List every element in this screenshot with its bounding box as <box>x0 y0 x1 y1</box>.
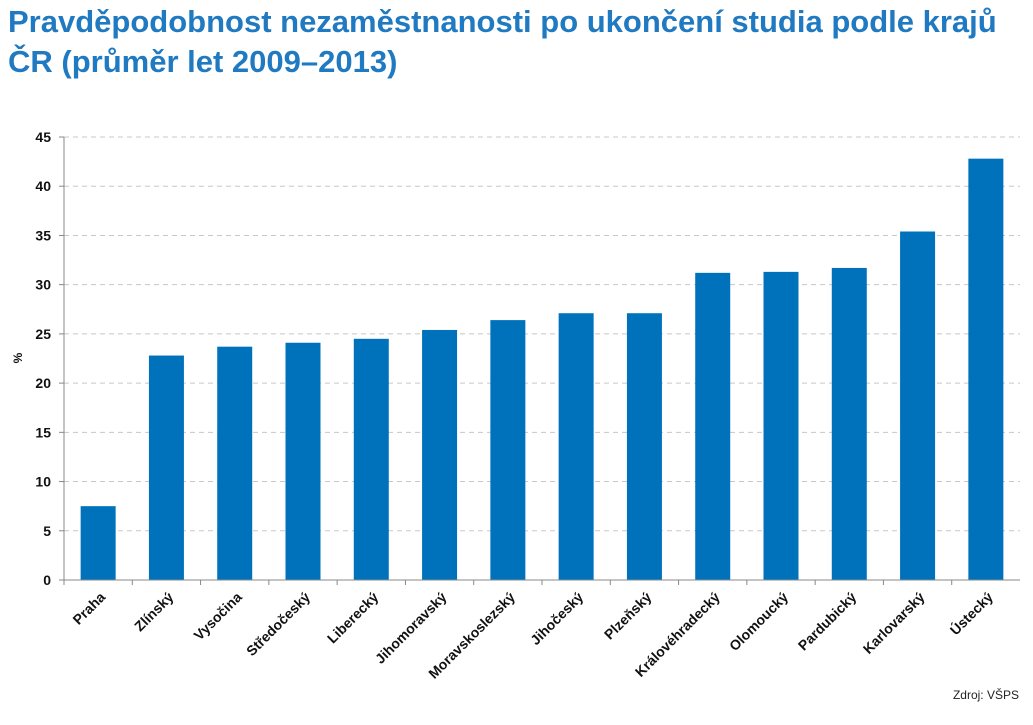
x-tick-label: Liberecký <box>324 589 382 647</box>
x-tick-label: Vysočina <box>190 589 245 644</box>
y-tick-label: 35 <box>35 227 51 243</box>
page-title: Pravděpodobnost nezaměstnanosti po ukonč… <box>8 4 997 79</box>
y-tick-label: 0 <box>43 572 51 588</box>
y-axis-label: % <box>11 352 25 363</box>
y-tick-label: 5 <box>43 523 51 539</box>
y-tick-label: 30 <box>35 277 51 293</box>
bar <box>80 506 116 580</box>
bar <box>900 231 936 581</box>
x-tick-label: Ústecký <box>946 588 996 638</box>
x-tick-label: Jihočeský <box>527 589 586 648</box>
bar <box>558 313 594 580</box>
bar <box>695 272 731 580</box>
bar <box>422 329 458 580</box>
y-tick-labels: 0 5 10 15 20 25 30 35 40 45 <box>35 129 64 588</box>
bar <box>285 342 321 580</box>
x-tick-label: Jihomoravský <box>372 589 450 667</box>
bar <box>148 355 184 580</box>
y-tick-label: 10 <box>35 474 51 490</box>
source-note: Zdroj: VŠPS <box>952 688 1019 702</box>
bars <box>80 158 1004 581</box>
bar <box>626 313 662 580</box>
bar <box>831 267 867 580</box>
bar <box>217 346 253 580</box>
y-tick-label: 15 <box>35 424 51 440</box>
grid-lines <box>64 136 1020 532</box>
x-tick-label: Pardubický <box>795 589 860 654</box>
y-tick-label: 45 <box>35 129 51 145</box>
bar <box>763 271 799 580</box>
x-tick-label: Plzeňský <box>601 589 655 643</box>
y-tick-label: 25 <box>35 326 51 342</box>
x-tick-label: Olomoucký <box>726 589 791 654</box>
bar <box>353 338 389 580</box>
axes <box>63 137 1020 581</box>
bar <box>968 158 1004 580</box>
bar <box>490 320 526 580</box>
y-tick-label: 20 <box>35 375 51 391</box>
x-tick-label: Karlovarský <box>860 589 928 657</box>
x-tick-label: Zlínský <box>131 589 177 635</box>
y-tick-label: 40 <box>35 178 51 194</box>
x-tick-label: Praha <box>69 589 108 628</box>
x-tick-label: Středočeský <box>243 589 313 659</box>
